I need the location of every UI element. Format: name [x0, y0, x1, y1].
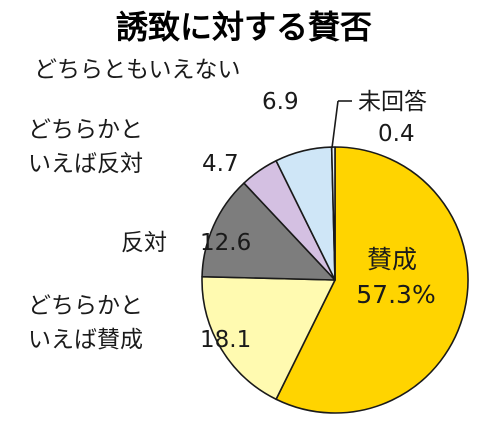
value-neither: 6.9 [262, 89, 299, 115]
label-approve: 賛成 [367, 245, 417, 274]
label-somewhat-approve-line1: どちらかと [28, 293, 143, 319]
pie-slice-oppose [201, 182, 336, 281]
label-oppose: 反対 [121, 230, 167, 256]
value-unanswered: 0.4 [378, 121, 415, 147]
value-approve: 57.3% [356, 280, 435, 309]
chart-title: 誘致に対する賛否 [116, 8, 372, 46]
value-somewhat-approve: 18.1 [200, 327, 251, 353]
pie-slice-somewhat-approve [201, 275, 336, 401]
value-oppose: 12.6 [200, 230, 251, 256]
label-somewhat-oppose-line1: どちらかと [28, 117, 143, 143]
label-somewhat-approve-line2: いえば賛成 [28, 327, 143, 353]
unanswered-leader-line [331, 100, 339, 149]
label-unanswered: 未回答 [358, 89, 427, 115]
pie-slice-approve [275, 146, 469, 414]
label-somewhat-oppose-line2: いえば反対 [28, 151, 143, 177]
value-somewhat-oppose: 4.7 [202, 151, 239, 177]
label-neither: どちらともいえない [34, 57, 241, 83]
